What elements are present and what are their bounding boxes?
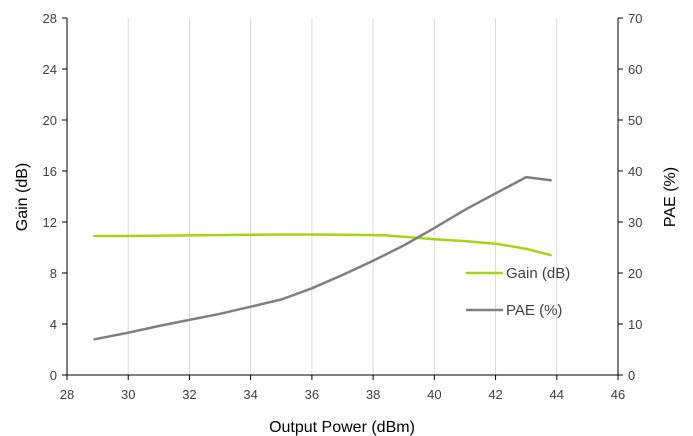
y-tick-label: 24 — [43, 62, 57, 77]
y2-tick-label: 20 — [628, 266, 642, 281]
x-tick-label: 42 — [488, 387, 502, 402]
y2-tick-label: 70 — [628, 11, 642, 26]
x-tick-label: 38 — [366, 387, 380, 402]
y-tick-label: 8 — [50, 266, 57, 281]
x-tick-label: 36 — [305, 387, 319, 402]
y2-tick-label: 10 — [628, 317, 642, 332]
x-tick-label: 28 — [60, 387, 74, 402]
y-tick-label: 16 — [43, 164, 57, 179]
legend: Gain (dB) PAE (%) — [466, 265, 570, 319]
y2-tick-label: 50 — [628, 113, 642, 128]
grid-lines — [127, 18, 558, 375]
y-tick-label: 0 — [50, 368, 57, 383]
axes-layer — [62, 17, 623, 380]
tick-labels: 28 30 32 34 36 38 40 42 44 4604812162024280102030… — [43, 11, 643, 402]
legend-label-pae: PAE (%) — [506, 302, 562, 319]
y2-tick-label: 60 — [628, 62, 642, 77]
y-tick-label: 4 — [50, 317, 57, 332]
y-tick-label: 12 — [43, 215, 57, 230]
y2-tick-label: 40 — [628, 164, 642, 179]
legend-label-gain: Gain (dB) — [506, 265, 570, 282]
y-tick-label: 20 — [43, 113, 57, 128]
y-tick-label: 28 — [43, 11, 57, 26]
x-tick-label: 34 — [243, 387, 257, 402]
pae-line — [93, 175, 552, 341]
x-tick-label: 32 — [182, 387, 196, 402]
y2-axis-title: PAE (%) — [662, 167, 679, 227]
x-tick-label: 30 — [121, 387, 135, 402]
y-axis-title: Gain (dB) — [14, 163, 31, 231]
x-tick-label: 40 — [427, 387, 441, 402]
x-tick-label: 46 — [611, 387, 625, 402]
gain-line — [93, 233, 552, 257]
y2-tick-label: 0 — [628, 368, 635, 383]
y2-tick-label: 30 — [628, 215, 642, 230]
series-layer — [93, 175, 552, 341]
x-axis-title: Output Power (dBm) — [269, 419, 415, 436]
x-tick-label: 44 — [550, 387, 564, 402]
